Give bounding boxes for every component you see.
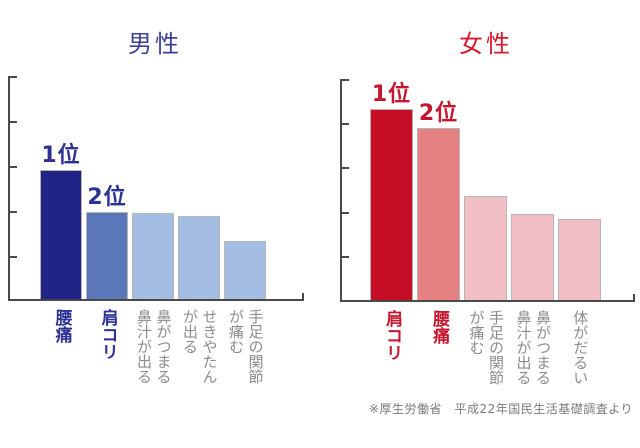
bar-male-2 [86,212,128,299]
category-label-female-2: 腰痛 [429,310,450,344]
x-axis [340,300,635,302]
bar-male-5 [224,241,266,299]
category-label-female-5: 体がだるい [571,310,590,385]
y-axis-tick [8,211,17,213]
y-axis-tick [340,79,349,81]
y-axis-tick [340,123,349,125]
bar-female-3 [464,196,507,300]
category-label-female-3: 手足の関節 が痛む [467,310,506,385]
category-label-female-4: 鼻がつまる 鼻汁が出る [514,310,553,385]
y-axis-tick [8,76,17,78]
category-label-male-4: せきやたん が出る [181,309,219,384]
category-label-male-5: 手足の関節 が痛む [227,309,265,384]
rank-label-female-1: 1位 [371,82,412,107]
x-axis [8,299,304,301]
category-label-male-3: 鼻がつまる 鼻汁が出る [135,309,173,384]
category-label-male-2: 肩コリ [97,309,118,360]
y-axis-tick [340,256,349,258]
category-label-male-1: 腰痛 [51,309,72,343]
source-footnote: ※厚生労働省 平成22年国民生活基礎調査より [368,402,633,416]
y-axis-tick [340,212,349,214]
rank-label-female-2: 2位 [418,101,459,126]
x-axis-end-tick [633,294,635,302]
y-axis-tick [340,167,349,169]
category-label-female-1: 肩コリ [382,310,403,361]
rank-label-male-2: 2位 [87,185,127,210]
bar-male-4 [178,216,220,299]
y-axis [340,79,342,300]
bar-male-1 [40,170,82,299]
chart-title-female: 女性 [459,30,513,58]
chart-title-male: 男性 [128,30,182,58]
y-axis-tick [8,256,17,258]
bar-female-2 [417,128,460,300]
y-axis [8,76,10,299]
bar-male-3 [132,213,174,299]
bar-female-4 [511,214,554,300]
y-axis-tick [8,166,17,168]
bar-female-1 [370,109,413,300]
x-axis-end-tick [302,293,304,301]
rank-label-male-1: 1位 [41,143,81,168]
y-axis-tick [8,121,17,123]
bar-female-5 [558,219,601,300]
